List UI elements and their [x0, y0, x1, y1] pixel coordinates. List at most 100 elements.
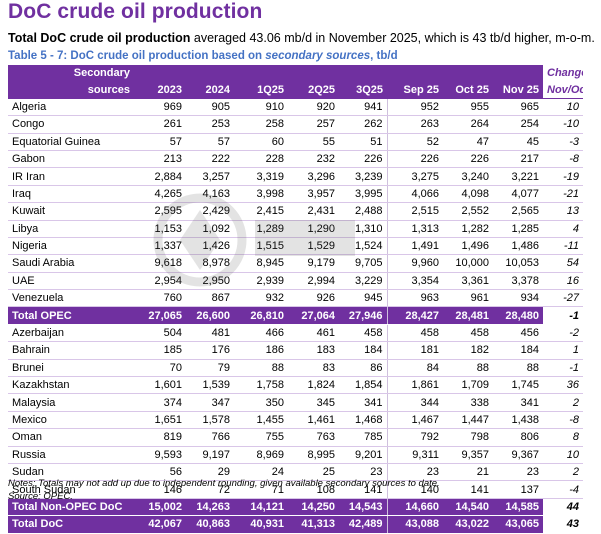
cell-value: 3,229: [339, 272, 387, 291]
cell-value: 2,515: [386, 202, 443, 221]
cell-value: 21: [443, 463, 493, 482]
change-value: 36: [543, 376, 583, 395]
row-label: Kazakhstan: [8, 376, 134, 395]
cell-value: 341: [339, 393, 387, 412]
cell-value: 8,995: [288, 446, 339, 464]
cell-value: 232: [288, 150, 339, 169]
cell-value: 108: [288, 480, 339, 499]
cell-value: 3,239: [339, 167, 387, 186]
cell-value: 760: [134, 289, 186, 308]
table-row: Bahrain 185 176 186 183 184 181 182 184 1: [8, 341, 583, 360]
cell-value: 27,946: [339, 306, 387, 325]
cell-value: 2,431: [288, 202, 339, 221]
cell-value: 9,197: [186, 446, 234, 464]
cell-value: 9,357: [443, 446, 493, 464]
cell-value: 2,884: [134, 167, 186, 186]
cell-value: 481: [186, 324, 234, 343]
cell-value: 8,978: [186, 254, 234, 273]
total-doc-row: Total DoC 42,067 40,863 40,931 41,313 42,489 4…: [8, 515, 583, 534]
col-header: Nov 25: [493, 81, 543, 99]
cell-value: 9,960: [386, 254, 443, 273]
cell-value: 458: [443, 324, 493, 343]
cell-value: 806: [493, 428, 543, 447]
cell-value: 86: [339, 359, 387, 378]
cell-value: 4,098: [443, 185, 493, 204]
cell-value: 79: [186, 359, 234, 378]
cell-value: 9,311: [386, 446, 443, 464]
cell-value: 140: [386, 480, 443, 499]
cell-value: 345: [288, 393, 339, 412]
table-row: Azerbaijan 504 481 466 461 458 458 458 456 -2: [8, 324, 583, 343]
cell-value: 217: [493, 150, 543, 169]
cell-value: 2,595: [134, 202, 186, 221]
cell-value: 226: [339, 150, 387, 169]
cell-value: 9,179: [288, 254, 339, 273]
notes-line: Notes: Totals may not add up due to inde…: [8, 478, 440, 489]
cell-value: 2,429: [186, 202, 234, 221]
change-value: 1: [543, 341, 583, 360]
cell-value: 1,524: [339, 237, 387, 256]
cell-value: 2,565: [493, 202, 543, 221]
change-value: -10: [543, 115, 583, 134]
cell-value: 1,461: [288, 411, 339, 430]
caption-suffix: , tb/d: [370, 50, 398, 62]
table-row: Nigeria 1,337 1,426 1,515 1,529 1,524 1,491 1,4…: [8, 237, 583, 256]
row-label: Bahrain: [8, 341, 134, 360]
change-value: 2: [543, 463, 583, 482]
cell-value: 1,486: [493, 237, 543, 256]
cell-value: 72: [186, 480, 234, 499]
cell-value: 41,313: [288, 515, 339, 534]
table-row: Malaysia 374 347 350 345 341 344 338 341 2: [8, 393, 583, 412]
cell-value: 1,824: [288, 376, 339, 395]
cell-value: 10,000: [443, 254, 493, 273]
cell-value: 3,354: [386, 272, 443, 291]
cell-value: 466: [234, 324, 288, 343]
cell-value: 1,313: [386, 220, 443, 238]
change-value: -19: [543, 167, 583, 186]
cell-value: 70: [134, 359, 186, 378]
cell-value: 3,378: [493, 272, 543, 291]
page-title: DoC crude oil production: [8, 0, 263, 23]
cell-value: 185: [134, 341, 186, 360]
cell-value: 2,552: [443, 202, 493, 221]
cell-value: 9,367: [493, 446, 543, 464]
change-value: -8: [543, 411, 583, 430]
row-label: Mexico: [8, 411, 134, 430]
change-value: -1: [543, 306, 583, 325]
table-row: Kuwait 2,595 2,429 2,415 2,431 2,488 2,515 2,55…: [8, 202, 583, 221]
cell-value: 43,022: [443, 515, 493, 534]
cell-value: 458: [386, 324, 443, 343]
cell-value: 1,578: [186, 411, 234, 430]
cell-value: 26,600: [186, 306, 234, 325]
col-header: 3Q25: [339, 81, 387, 99]
cell-value: 8,969: [234, 446, 288, 464]
cell-value: 1,758: [234, 376, 288, 395]
cell-value: 2,954: [134, 272, 186, 291]
change-value: 10: [543, 446, 583, 464]
cell-value: 1,290: [288, 220, 339, 238]
cell-value: 9,618: [134, 254, 186, 273]
cell-value: 182: [443, 341, 493, 360]
summary-line: Total DoC crude oil production averaged …: [8, 31, 595, 45]
cell-value: 40,863: [186, 515, 234, 534]
cell-value: 1,745: [493, 376, 543, 395]
table-row: Saudi Arabia 9,618 8,978 8,945 9,179 9,705 9,9…: [8, 254, 583, 273]
cell-value: 261: [134, 115, 186, 134]
row-label: Venezuela: [8, 289, 134, 308]
production-table: Secondary Change sources 2023 2024 1Q25 …: [8, 65, 583, 534]
row-label: Oman: [8, 428, 134, 447]
cell-value: 341: [493, 393, 543, 412]
cell-value: 4,077: [493, 185, 543, 204]
total-opec-row: Total OPEC 27,065 26,600 26,810 27,064 27,946…: [8, 306, 583, 325]
cell-value: 1,529: [288, 237, 339, 256]
cell-value: 88: [443, 359, 493, 378]
cell-value: 941: [339, 98, 387, 117]
cell-value: 258: [234, 115, 288, 134]
change-value: -3: [543, 133, 583, 151]
change-value: -8: [543, 150, 583, 169]
cell-value: 28,427: [386, 306, 443, 325]
row-label: IR Iran: [8, 167, 134, 186]
cell-value: 57: [134, 133, 186, 151]
cell-value: 23: [386, 463, 443, 482]
header-row-1: Secondary Change: [8, 65, 583, 82]
